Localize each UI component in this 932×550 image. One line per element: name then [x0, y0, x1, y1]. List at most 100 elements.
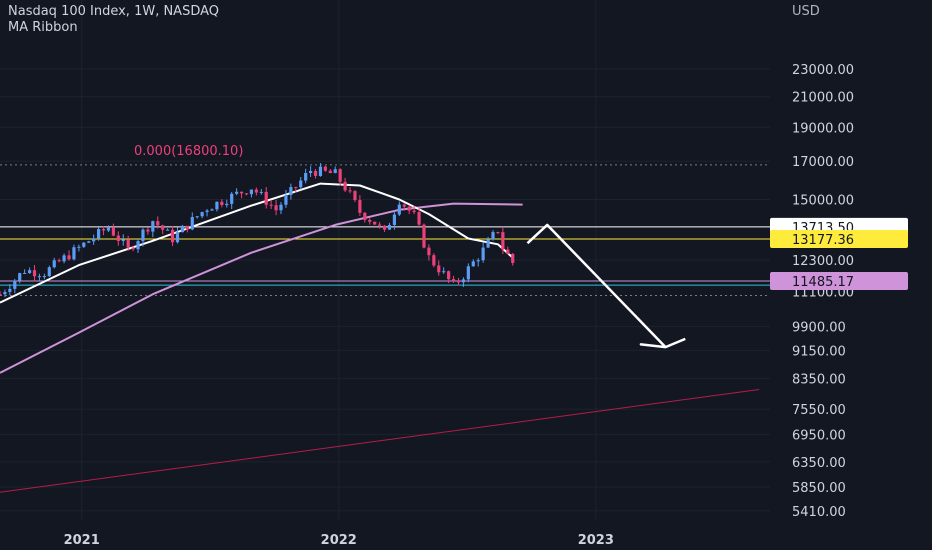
candle: [106, 225, 111, 233]
candle-body: [392, 214, 396, 225]
projection-arrow[interactable]: [526, 223, 686, 349]
candle-body: [175, 232, 180, 243]
candle-body: [486, 239, 490, 248]
candle: [378, 222, 382, 229]
candle: [353, 190, 357, 202]
candle: [180, 224, 185, 233]
candle: [57, 258, 61, 263]
y-tick-label: 7550.00: [792, 403, 846, 418]
candle-body: [373, 221, 377, 225]
candle: [358, 195, 362, 216]
candle-body: [491, 232, 495, 240]
candle-body: [77, 246, 81, 248]
candle: [97, 227, 101, 241]
candle: [121, 234, 125, 246]
candle: [18, 272, 22, 284]
candle: [427, 244, 431, 261]
candle-body: [264, 191, 268, 205]
candle: [432, 253, 436, 268]
candle-body: [328, 170, 332, 174]
candle: [175, 227, 180, 244]
candle: [92, 234, 96, 245]
candle: [235, 188, 239, 196]
candle-body: [0, 294, 2, 296]
candle: [3, 289, 7, 298]
candle: [343, 177, 347, 193]
candle-body: [205, 210, 209, 213]
candle-body: [32, 270, 37, 277]
candle: [195, 215, 199, 219]
candle-body: [496, 232, 500, 234]
candle-body: [308, 170, 313, 174]
candle-body: [378, 224, 382, 226]
candle: [506, 246, 510, 255]
candle: [279, 202, 283, 215]
price-axis[interactable]: 23000.00 21000.00 19000.00 17000.00 15000.00…: [792, 63, 854, 520]
candle: [447, 270, 451, 284]
candle: [13, 278, 17, 294]
candle: [101, 226, 106, 236]
candle: [37, 273, 42, 282]
y-tick-label: 5410.00: [792, 505, 846, 520]
candle: [230, 191, 234, 210]
candle: [486, 236, 490, 249]
candle-body: [156, 221, 160, 226]
candle-body: [456, 281, 461, 283]
candle: [328, 168, 332, 174]
y-tick-label: 17000.00: [792, 155, 854, 170]
currency-label: USD: [792, 4, 820, 19]
candle-body: [23, 272, 27, 274]
candle-body: [299, 180, 303, 188]
candle: [0, 291, 2, 296]
time-axis[interactable]: 2021 2022 2023: [64, 533, 614, 548]
candle-body: [185, 225, 189, 230]
indicator-label[interactable]: MA Ribbon: [8, 20, 78, 35]
candle: [382, 225, 387, 232]
ma-slow-line: [0, 202, 523, 374]
candle-body: [72, 247, 76, 260]
y-tick-label: 6350.00: [792, 456, 846, 471]
candle: [136, 238, 140, 254]
candle-body: [358, 200, 362, 213]
candles: [0, 163, 515, 298]
candle-body: [437, 265, 441, 273]
candle: [23, 269, 27, 274]
candle-body: [151, 221, 155, 232]
chart-title: Nasdaq 100 Index, 1W, NASDAQ: [8, 4, 220, 19]
price-tag-bg: [770, 230, 908, 249]
candle: [422, 223, 426, 249]
candle-body: [387, 224, 392, 230]
candle: [156, 216, 160, 229]
candle: [397, 201, 401, 217]
candle: [249, 189, 254, 198]
candle-body: [239, 191, 244, 194]
candle: [151, 220, 155, 238]
candle-body: [3, 291, 7, 295]
candle-body: [136, 241, 140, 250]
candle: [338, 168, 342, 186]
candle-body: [318, 166, 323, 176]
x-tick-label: 2023: [578, 533, 614, 548]
candle-body: [57, 260, 61, 262]
candle-body: [235, 191, 239, 194]
candle: [264, 187, 268, 209]
candle-body: [92, 238, 96, 242]
candle-body: [244, 193, 249, 195]
y-tick-label: 15000.00: [792, 193, 854, 208]
candle: [210, 208, 214, 211]
y-tick-label: 12300.00: [792, 254, 854, 269]
candle-body: [146, 229, 150, 232]
candle-body: [471, 261, 475, 267]
candle: [72, 244, 76, 261]
projection-arrow-line: [526, 223, 686, 349]
candle: [62, 253, 66, 264]
candle-body: [126, 239, 130, 248]
candle-body: [382, 225, 387, 230]
long-moving-average: [0, 389, 760, 493]
candle-body: [304, 173, 308, 181]
y-tick-label: 21000.00: [792, 91, 854, 106]
candle: [185, 225, 189, 233]
candle: [170, 225, 175, 247]
candle: [52, 257, 56, 269]
